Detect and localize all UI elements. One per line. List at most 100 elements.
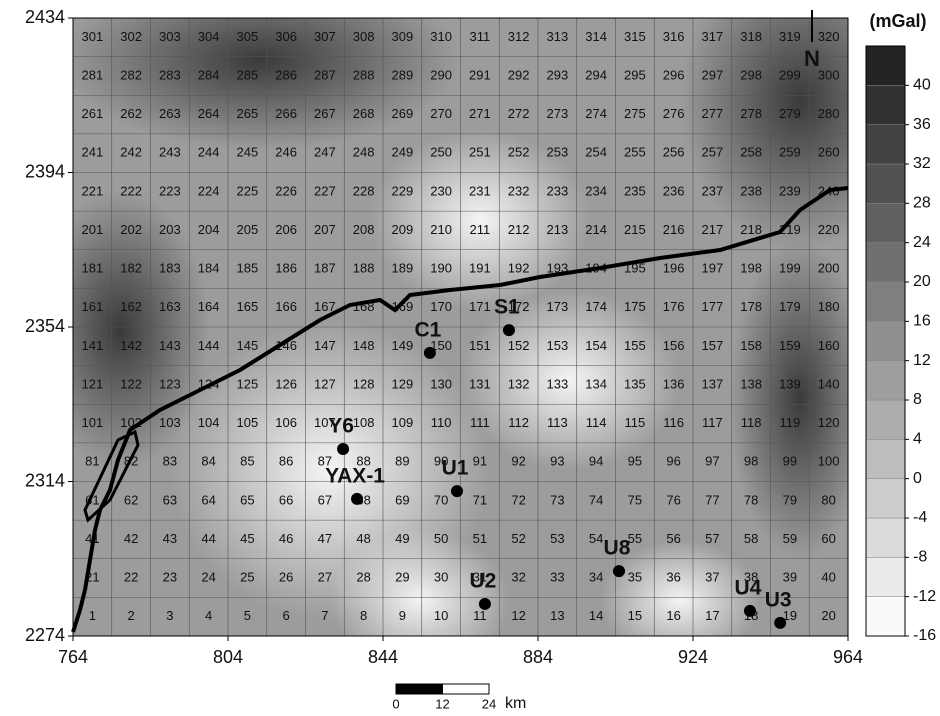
cell-number: 111 [470,415,490,430]
cell-number: 30 [434,570,448,585]
cell-number: 77 [705,492,719,507]
scale-unit: km [505,695,526,712]
cell-number: 297 [702,67,724,82]
cell-number: 215 [624,222,646,237]
cell-number: 253 [547,145,569,160]
cell-number: 135 [624,376,646,391]
cell-number: 256 [663,145,685,160]
colorbar-tick-label: 40 [913,77,931,94]
cell-number: 98 [744,454,758,469]
cell-number: 262 [120,106,142,121]
colorbar-band [865,242,906,283]
cell-number: 220 [818,222,840,237]
cell-number: 73 [550,492,564,507]
cell-number: 161 [82,299,104,314]
north-label: N [804,46,820,71]
colorbar-tick-label: -8 [913,549,927,566]
cell-number: 96 [666,454,680,469]
cell-number: 139 [779,376,801,391]
cell-number: 214 [585,222,607,237]
cell-number: 56 [666,531,680,546]
cell-grid: 1234567891011121314151617181920212223242… [73,18,848,636]
cell-number: 23 [163,570,177,585]
cell-number: 209 [392,222,414,237]
colorbar-unit: (mGal) [869,11,926,31]
cell-number: 36 [666,570,680,585]
well-label: U3 [765,588,792,611]
x-tick-label: 764 [58,647,88,667]
cell-number: 86 [279,454,293,469]
cell-number: 70 [434,492,448,507]
cell-number: 42 [124,531,138,546]
x-tick-label: 844 [368,647,398,667]
x-tick-label: 804 [213,647,243,667]
cell-number: 32 [511,570,525,585]
cell-number: 286 [275,67,297,82]
cell-number: 189 [392,261,414,276]
cell-number: 1 [89,608,96,623]
cell-number: 83 [163,454,177,469]
well-label: U1 [442,457,469,480]
colorbar-band [865,360,906,401]
cell-number: 239 [779,183,801,198]
cell-number: 50 [434,531,448,546]
cell-number: 97 [705,454,719,469]
cell-number: 303 [159,29,181,44]
cell-number: 95 [628,454,642,469]
cell-number: 174 [585,299,607,314]
cell-number: 76 [666,492,680,507]
cell-number: 39 [783,570,797,585]
cell-number: 287 [314,67,336,82]
cell-number: 74 [589,492,603,507]
colorbar-band [865,399,906,440]
cell-number: 273 [547,106,569,121]
cell-number: 301 [82,29,104,44]
cell-number: 116 [663,415,684,430]
well-label: C1 [414,318,441,341]
colorbar-tick-label: 0 [913,470,922,487]
cell-number: 274 [585,106,607,121]
cell-number: 89 [395,454,409,469]
cell-number: 114 [586,415,607,430]
cell-number: 141 [82,338,104,353]
cell-number: 250 [430,145,452,160]
cell-number: 12 [511,608,525,623]
cell-number: 107 [314,415,336,430]
cell-number: 57 [705,531,719,546]
cell-number: 269 [392,106,414,121]
cell-number: 275 [624,106,646,121]
cell-number: 131 [469,376,491,391]
well [502,324,515,337]
cell-number: 165 [237,299,259,314]
cell-number: 147 [314,338,336,353]
cell-number: 267 [314,106,336,121]
well-label: S1 [494,296,520,319]
field-high [460,290,680,470]
cell-number: 255 [624,145,646,160]
cell-number: 163 [159,299,181,314]
cell-number: 279 [779,106,801,121]
well [451,485,464,498]
cell-number: 45 [240,531,254,546]
cell-number: 299 [779,67,801,82]
cell-number: 263 [159,106,181,121]
scale-label: 12 [435,696,449,711]
cell-number: 122 [120,376,142,391]
cell-number: 59 [783,531,797,546]
cell-number: 106 [275,415,297,430]
cell-number: 227 [314,183,336,198]
cell-number: 150 [430,338,452,353]
cell-number: 75 [628,492,642,507]
cell-number: 173 [547,299,569,314]
cell-number: 259 [779,145,801,160]
cell-number: 79 [783,492,797,507]
cell-number: 304 [198,29,220,44]
cell-number: 134 [585,376,607,391]
cell-number: 281 [82,67,104,82]
x-tick-label: 884 [523,647,553,667]
cell-number: 138 [740,376,762,391]
cell-number: 87 [318,454,332,469]
colorbar-frame [865,45,906,637]
cell-number: 148 [353,338,375,353]
colorbar-tick-label: 12 [913,352,931,369]
